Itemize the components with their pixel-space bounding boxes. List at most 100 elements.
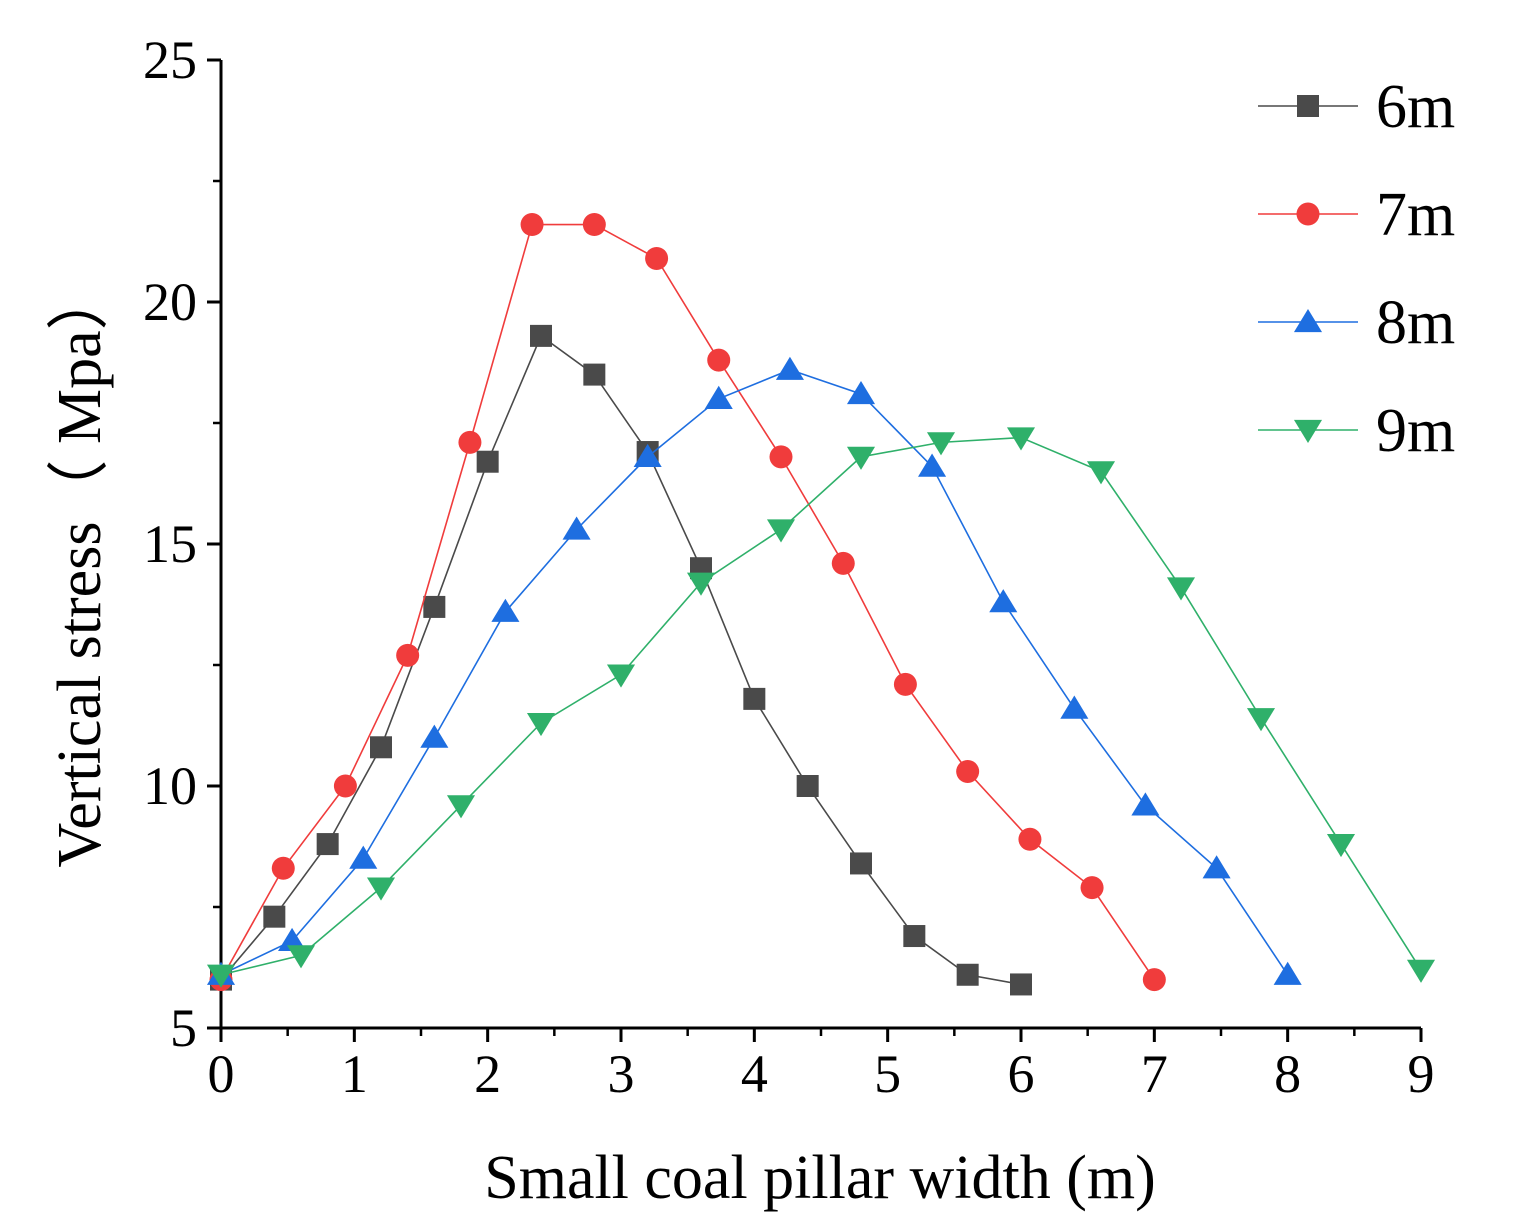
- data-point: [893, 672, 917, 696]
- legend-label: 9m: [1376, 397, 1455, 465]
- x-tick-label: 4: [741, 1044, 768, 1104]
- data-point: [1060, 695, 1089, 719]
- data-point: [743, 687, 766, 710]
- x-tick-label: 9: [1408, 1044, 1435, 1104]
- data-point: [316, 833, 339, 856]
- data-point: [1142, 968, 1166, 992]
- x-tick-label: 0: [208, 1044, 235, 1104]
- data-point: [420, 724, 449, 748]
- series-8m: [206, 356, 1302, 985]
- series-line-9m: [220, 436, 1422, 976]
- data-point: [1018, 827, 1042, 851]
- data-point: [526, 712, 556, 737]
- legend: 6m 7m 8m 9m: [1258, 73, 1455, 465]
- data-point: [704, 385, 733, 409]
- data-point: [1086, 461, 1116, 485]
- data-point: [766, 519, 796, 543]
- data-point: [1202, 855, 1231, 879]
- legend-marker: [1296, 202, 1320, 226]
- data-point: [1273, 961, 1302, 985]
- y-tick-label: 10: [143, 756, 197, 816]
- data-point: [1010, 973, 1032, 996]
- data-point: [918, 453, 947, 477]
- data-point: [956, 759, 980, 783]
- legend-item-8m: 8m: [1258, 289, 1455, 357]
- data-point: [370, 736, 392, 759]
- data-point: [707, 348, 731, 372]
- data-point: [1406, 959, 1436, 983]
- data-point: [956, 963, 979, 986]
- data-point: [686, 572, 716, 596]
- data-point: [520, 213, 544, 237]
- data-point: [366, 877, 396, 901]
- series-line-8m: [220, 368, 1289, 976]
- data-point: [850, 852, 872, 875]
- data-point: [606, 664, 636, 688]
- y-tick-label: 20: [143, 272, 197, 332]
- data-point: [775, 356, 804, 380]
- series-line-6m: [220, 334, 1022, 986]
- series-9m: [206, 427, 1436, 988]
- data-point: [796, 775, 819, 797]
- data-point: [1080, 876, 1104, 900]
- x-tick-label: 6: [1008, 1044, 1035, 1104]
- data-point: [286, 945, 316, 969]
- x-tick-label: 2: [474, 1044, 501, 1104]
- x-axis-title: Small coal pillar width (m): [484, 1144, 1156, 1212]
- y-tick-label: 15: [143, 514, 197, 574]
- data-point: [846, 380, 876, 405]
- data-point: [582, 213, 606, 237]
- legend-item-7m: 7m: [1258, 181, 1455, 249]
- series-layer: [206, 213, 1436, 996]
- x-tick-label: 5: [874, 1044, 901, 1104]
- data-point: [903, 925, 926, 948]
- legend-marker: [1293, 419, 1323, 443]
- y-axis-title: Vertical stress（ Mpa）: [46, 268, 114, 867]
- data-point: [530, 324, 552, 347]
- data-point: [831, 551, 855, 575]
- data-point: [1166, 577, 1196, 601]
- data-point: [562, 516, 591, 540]
- data-point: [846, 446, 876, 470]
- legend-item-9m: 9m: [1258, 397, 1455, 465]
- series-6m: [210, 324, 1032, 996]
- legend-label: 8m: [1376, 289, 1455, 357]
- data-point: [989, 589, 1018, 613]
- data-point: [333, 774, 357, 798]
- data-point: [1006, 427, 1036, 451]
- data-point: [583, 363, 606, 386]
- data-point: [446, 795, 476, 819]
- legend-item-6m: 6m: [1258, 73, 1455, 141]
- x-tick-label: 7: [1141, 1044, 1168, 1104]
- data-point: [645, 246, 669, 270]
- data-point: [926, 432, 956, 456]
- data-point: [349, 845, 378, 869]
- data-point: [476, 450, 499, 473]
- data-point: [1246, 708, 1276, 732]
- data-point: [263, 905, 286, 928]
- legend-marker: [1297, 95, 1319, 117]
- legend-marker: [1293, 309, 1323, 333]
- data-point: [423, 595, 446, 618]
- data-point: [206, 964, 236, 988]
- y-tick-label: 25: [143, 30, 197, 90]
- legend-label: 6m: [1376, 73, 1455, 141]
- data-point: [458, 430, 482, 454]
- data-point: [633, 443, 662, 468]
- series-line-7m: [220, 223, 1155, 981]
- legend-label: 7m: [1376, 181, 1455, 249]
- data-point: [396, 643, 420, 667]
- data-point: [1326, 833, 1356, 858]
- data-point: [769, 445, 793, 469]
- data-point: [491, 598, 520, 622]
- x-tick-label: 1: [341, 1044, 368, 1104]
- data-point: [278, 927, 307, 952]
- data-point: [271, 856, 295, 880]
- axes: 0 1 2 3 4 5 6 7 8 9 5 10 15 20 25: [143, 30, 1435, 1104]
- x-tick-label: 3: [608, 1044, 635, 1104]
- y-tick-label: 5: [170, 998, 197, 1058]
- series-7m: [209, 213, 1166, 992]
- data-point: [1131, 792, 1160, 816]
- x-tick-label: 8: [1274, 1044, 1301, 1104]
